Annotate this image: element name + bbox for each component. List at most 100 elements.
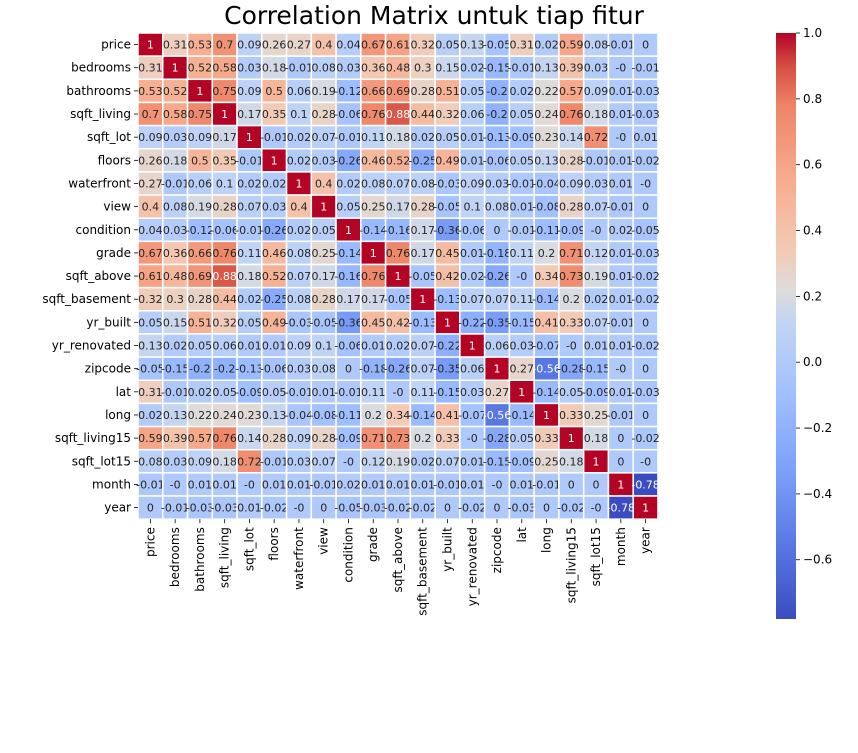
x-tick-label: view	[317, 527, 331, 555]
cell-value-label: 0.01	[510, 478, 535, 491]
colorbar-ticks: 1.0 0.8 0.6 0.4 0.2 0.0 −0.2 −0.4 −0.6	[796, 26, 832, 567]
cell-value-label: 0.08	[361, 177, 386, 190]
cell-value-label: 0.02	[336, 177, 361, 190]
cell-value-label: 0.72	[584, 131, 609, 144]
cell-value-label: 0.01	[460, 247, 485, 260]
cell-value-label: 0.12	[584, 247, 609, 260]
cell-value-label: -0.03	[631, 85, 659, 98]
cell-value-label: 0.48	[163, 270, 188, 283]
cell-value-label: 0.03	[287, 455, 312, 468]
cell-value-label: 0.39	[163, 432, 188, 445]
cell-value-label: -0.02	[631, 154, 659, 167]
cell-value-label: 1	[444, 316, 451, 329]
cell-value-label: 0.05	[510, 432, 535, 445]
cell-value-label: 0.67	[361, 39, 386, 52]
y-tick-label: month	[92, 477, 131, 491]
cell-value-label: 0.31	[510, 39, 535, 52]
cell-value-label: 0.01	[460, 455, 485, 468]
cell-value-label: 0.44	[410, 108, 435, 121]
cell-value-label: 0.1	[464, 201, 482, 214]
cell-value-label: 0.75	[212, 85, 237, 98]
cell-value-label: 0.03	[163, 131, 188, 144]
cell-value-label: 0.18	[262, 62, 287, 75]
cell-value-label: -0.03	[433, 177, 461, 190]
cell-value-label: 0.72	[237, 455, 262, 468]
cell-value-label: 0.49	[262, 316, 287, 329]
cell-value-label: 0.05	[510, 108, 535, 121]
colorbar-tick-label: −0.2	[803, 421, 832, 435]
cell-value-label: 0.2	[414, 432, 432, 445]
cell-value-label: -0.01	[285, 62, 313, 75]
y-tick-label: sqft_lot	[87, 130, 131, 144]
cell-value-label: 0.11	[510, 293, 535, 306]
cell-value-label: 0.01	[188, 478, 213, 491]
y-tick-label: floors	[98, 153, 131, 167]
cell-value-label: -0.01	[334, 386, 362, 399]
cell-value-label: -0.11	[334, 409, 362, 422]
cell-value-label: -0.2	[189, 363, 210, 376]
cell-value-label: -0.05	[334, 502, 362, 515]
cell-value-label: -0.16	[384, 224, 412, 237]
y-tick-label: grade	[96, 246, 131, 260]
cell-value-label: -0.01	[235, 154, 263, 167]
cell-value-label: 0.18	[386, 131, 411, 144]
y-tick-label: sqft_lot15	[72, 454, 131, 468]
cell-value-label: 0.76	[361, 270, 386, 283]
cell-value-label: 0.01	[460, 154, 485, 167]
cell-value-label: 0.08	[311, 363, 336, 376]
cell-value-label: -0.01	[161, 502, 189, 515]
cell-value-label: 0.23	[534, 131, 559, 144]
cell-value-label: 0.07	[410, 363, 435, 376]
cell-value-label: -0.04	[532, 177, 560, 190]
y-tick-label: bedrooms	[71, 61, 131, 75]
cell-value-label: 0.07	[287, 270, 312, 283]
cell-value-label: 0.23	[237, 409, 262, 422]
cell-value-label: -0.15	[433, 386, 461, 399]
cell-value-label: 0.76	[361, 108, 386, 121]
cell-value-label: -0.35	[483, 316, 511, 329]
cell-value-label: -0.13	[483, 131, 511, 144]
cell-value-label: 0.52	[262, 270, 287, 283]
cell-value-label: 1	[221, 108, 228, 121]
cell-value-label: 0.18	[237, 270, 262, 283]
cell-value-label: 0.08	[311, 62, 336, 75]
y-tick-label: sqft_living15	[55, 431, 131, 445]
cell-value-label: 0.04	[336, 39, 361, 52]
cell-value-label: 0.03	[163, 224, 188, 237]
cell-value-label: 0	[617, 432, 624, 445]
cell-value-label: 0.02	[287, 154, 312, 167]
cell-value-label: -0.05	[409, 270, 437, 283]
y-tick-label: lat	[116, 385, 132, 399]
y-tick-label: price	[101, 38, 131, 52]
cell-value-label: 0	[642, 39, 649, 52]
cell-value-label: -0.09	[508, 455, 536, 468]
cell-value-label: 0.09	[460, 177, 485, 190]
cell-value-label: 0.02	[460, 270, 485, 283]
cell-value-label: 0.02	[287, 131, 312, 144]
cell-value-label: -0.13	[433, 293, 461, 306]
cell-value-label: 0.46	[361, 154, 386, 167]
cell-value-label: 0.39	[559, 62, 584, 75]
cell-value-label: 0.52	[163, 85, 188, 98]
cell-value-label: 0.17	[410, 247, 435, 260]
cell-value-label: -0	[343, 455, 354, 468]
cell-value-label: 0.75	[188, 108, 213, 121]
cell-value-label: 0.03	[262, 201, 287, 214]
cell-value-label: 0.01	[584, 340, 609, 353]
cell-value-label: 0.51	[188, 316, 213, 329]
cell-value-label: 0	[494, 224, 501, 237]
cell-value-label: 0	[642, 409, 649, 422]
cell-value-label: 0.76	[212, 432, 237, 445]
y-tick-label: sqft_basement	[42, 292, 131, 306]
cell-value-label: 0.32	[138, 293, 163, 306]
cell-value-label: -0	[392, 386, 403, 399]
cell-value-label: -0.35	[433, 363, 461, 376]
cell-value-label: 0.24	[212, 409, 237, 422]
cell-value-label: 0.01	[609, 340, 634, 353]
cell-value-label: -0.04	[285, 409, 313, 422]
cell-value-label: 0.01	[361, 340, 386, 353]
cell-value-label: 0.07	[410, 340, 435, 353]
cell-value-label: -0.01	[334, 131, 362, 144]
cell-value-label: 0	[642, 316, 649, 329]
cell-value-label: 0.5	[265, 85, 283, 98]
